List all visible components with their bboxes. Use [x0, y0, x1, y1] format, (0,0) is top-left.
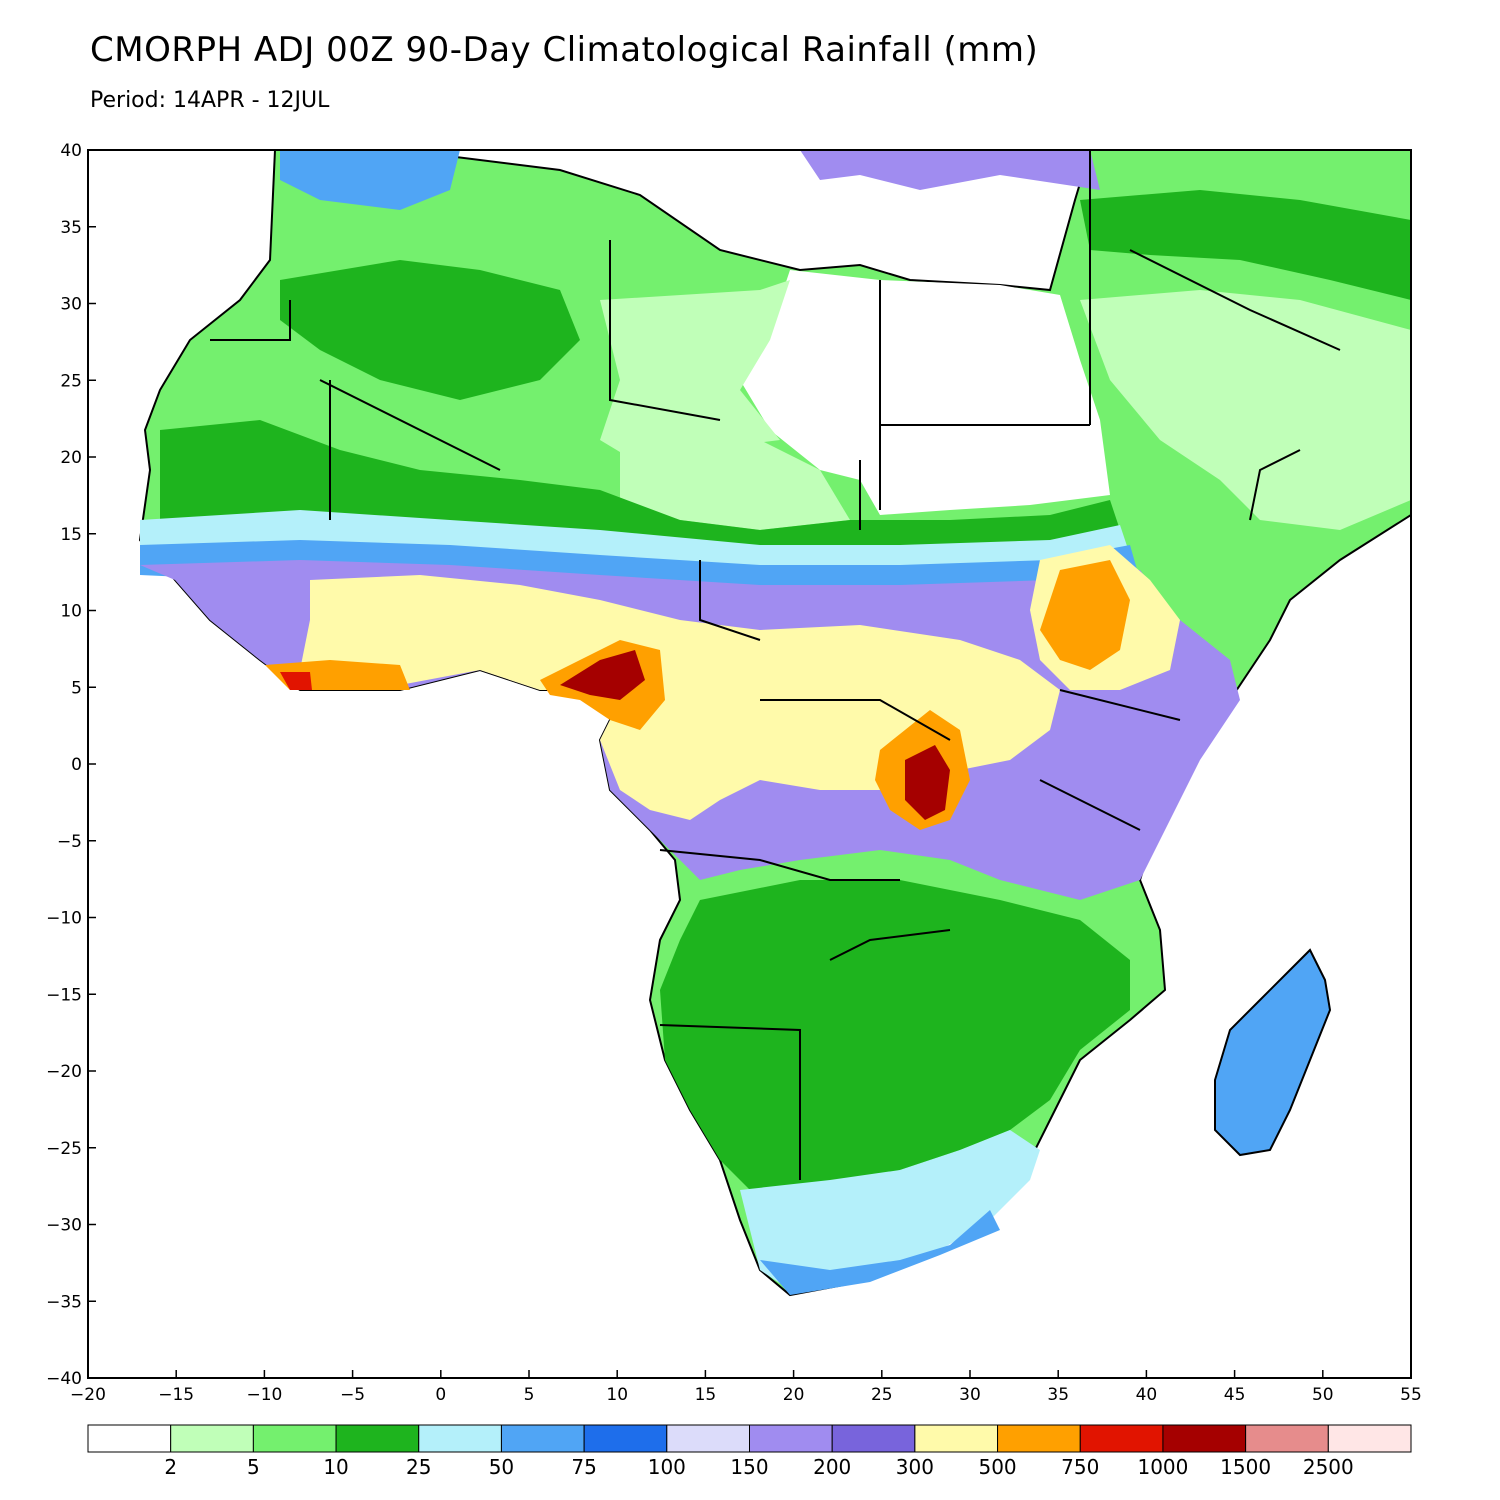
x-tick-label: −15: [158, 1385, 194, 1405]
southern-africa-green: [660, 880, 1130, 1200]
y-tick-label: −15: [46, 985, 82, 1005]
x-tick-label: 20: [783, 1385, 805, 1405]
europe-land: [800, 150, 1100, 190]
legend-label: 75: [571, 1455, 596, 1479]
madagascar: [1214, 948, 1332, 1157]
x-tick-label: −20: [70, 1385, 106, 1405]
legend-label: 1000: [1137, 1455, 1188, 1479]
y-tick-label: 15: [60, 525, 82, 545]
y-tick-label: 30: [60, 295, 82, 315]
light-dry-region-2: [620, 420, 850, 530]
legend-label: 750: [1061, 1455, 1099, 1479]
southern-africa-lightblue: [740, 1130, 1040, 1290]
x-tick-label: 15: [695, 1385, 717, 1405]
band-500: [300, 575, 1060, 820]
x-tick-label: −10: [246, 1385, 282, 1405]
x-tick-label: 25: [871, 1385, 893, 1405]
x-tick-label: −5: [340, 1385, 365, 1405]
legend-label: 200: [813, 1455, 851, 1479]
y-tick-label: −5: [57, 832, 82, 852]
ethiopia-orange: [1040, 560, 1130, 670]
legend-label: 25: [406, 1455, 431, 1479]
legend-label: 50: [489, 1455, 514, 1479]
legend-swatch: [749, 1424, 833, 1453]
arabia-light: [1080, 290, 1411, 530]
legend-label: 500: [978, 1455, 1016, 1479]
y-tick-label: −25: [46, 1139, 82, 1159]
legend-label: 100: [648, 1455, 686, 1479]
sahara-green-1: [280, 260, 580, 400]
legend-swatch: [997, 1424, 1081, 1453]
legend-swatch: [914, 1424, 999, 1453]
arabia-green: [1080, 190, 1411, 300]
y-tick-label: −20: [46, 1062, 82, 1082]
y-tick-label: −30: [46, 1216, 82, 1236]
legend-label: 5: [247, 1455, 260, 1479]
y-tick-label: 20: [60, 448, 82, 468]
legend-swatch: [170, 1424, 254, 1453]
x-tick-label: 45: [1224, 1385, 1246, 1405]
y-axis: 40 35 30 25 20 15 10 5 0 −5 −10 −15 −20 −25 −30 −35 −40: [46, 141, 96, 1389]
iberia-land: [280, 150, 460, 210]
legend-label: 300: [896, 1455, 934, 1479]
legend-swatch: [583, 1424, 668, 1453]
map-subtitle: Period: 14APR - 12JUL: [90, 88, 330, 113]
legend-swatch: [666, 1424, 750, 1453]
color-legend: 2 5 10 25 50 75 100 150 200 300 500 750 1000 1500 2500: [87, 1424, 1412, 1479]
x-tick-label: 0: [435, 1385, 446, 1405]
map-title: CMORPH ADJ 00Z 90-Day Climatological Rai…: [90, 30, 1039, 70]
southern-africa-blue: [760, 1210, 1000, 1295]
band-75: [140, 540, 1140, 595]
y-tick-label: 10: [60, 602, 82, 622]
y-tick-label: 5: [71, 678, 82, 698]
map-layer: [138, 150, 1411, 1297]
y-tick-label: 35: [60, 218, 82, 238]
x-tick-label: 10: [606, 1385, 628, 1405]
cameroon-red: [560, 650, 645, 700]
legend-swatch: [831, 1424, 916, 1453]
y-tick-label: 40: [60, 141, 82, 161]
legend-swatch: [1327, 1424, 1412, 1453]
legend-swatch: [1079, 1424, 1164, 1453]
legend-swatch: [252, 1424, 337, 1453]
legend-swatch: [418, 1424, 502, 1453]
x-tick-label: 50: [1312, 1385, 1334, 1405]
legend-swatch: [1162, 1424, 1247, 1453]
legend-label: 1500: [1220, 1455, 1271, 1479]
x-tick-label: 30: [959, 1385, 981, 1405]
legend-swatch: [87, 1424, 172, 1453]
x-tick-label: 5: [524, 1385, 535, 1405]
x-tick-label: 40: [1136, 1385, 1158, 1405]
y-tick-label: −35: [46, 1292, 82, 1312]
dry-region: [740, 270, 1110, 515]
legend-label: 2500: [1303, 1455, 1354, 1479]
x-tick-label: 55: [1400, 1385, 1422, 1405]
y-tick-label: 0: [71, 755, 82, 775]
x-tick-label: 35: [1047, 1385, 1069, 1405]
y-tick-label: −40: [46, 1369, 82, 1389]
legend-label: 10: [323, 1455, 348, 1479]
congo-red: [905, 745, 950, 820]
country-borders: [210, 150, 1341, 1180]
y-tick-label: 25: [60, 371, 82, 391]
legend-swatch: [335, 1424, 420, 1453]
legend-swatch: [500, 1424, 585, 1453]
liberia-red: [280, 672, 312, 690]
y-tick-label: −10: [46, 909, 82, 929]
legend-swatch: [1245, 1424, 1329, 1453]
x-axis: −20 −15 −10 −5 0 5 10 15 20 25 30 35 40 45 50 55: [70, 1370, 1422, 1405]
legend-label: 2: [164, 1455, 177, 1479]
legend-label: 150: [730, 1455, 768, 1479]
light-dry-region: [600, 280, 790, 470]
